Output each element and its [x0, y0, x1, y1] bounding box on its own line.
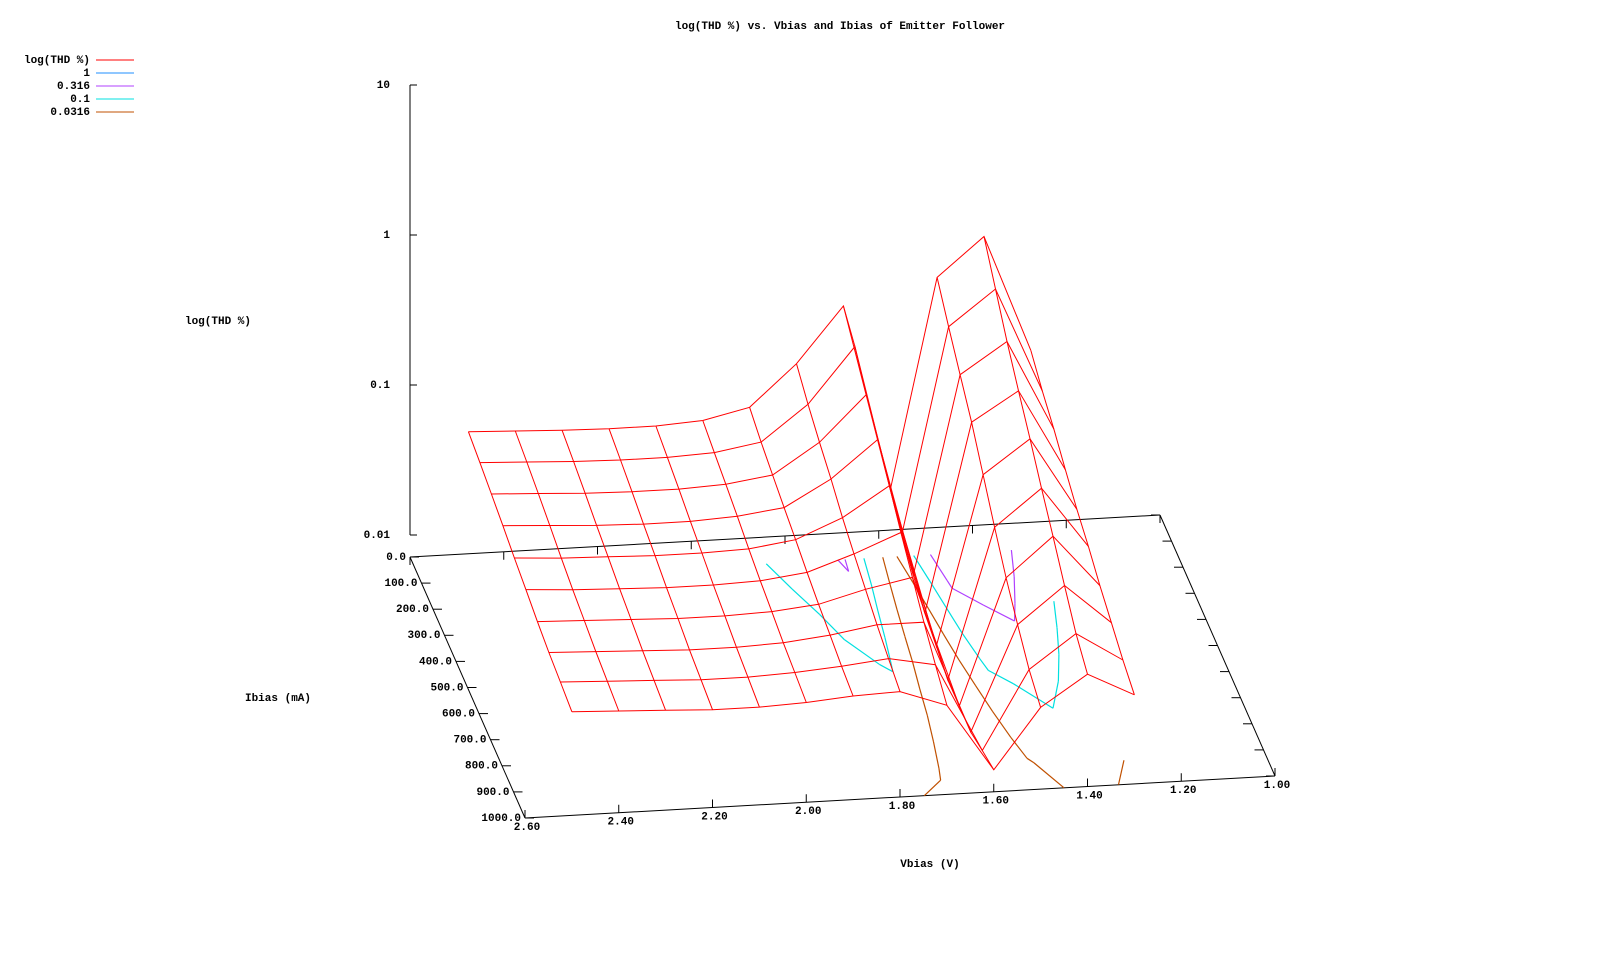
- legend-label: 1: [83, 68, 90, 80]
- y-tick-label: 800.0: [465, 761, 498, 773]
- y-tick-label: 1000.0: [481, 813, 521, 825]
- mesh-column: [983, 236, 1088, 675]
- x-tick-label: 1.40: [1076, 790, 1102, 802]
- mesh-row: [548, 584, 1112, 734]
- contour-line: [932, 741, 940, 769]
- y-tick-label: 200.0: [396, 604, 429, 616]
- contour-line: [919, 688, 928, 716]
- contour-line: [938, 767, 942, 781]
- contour-line: [946, 580, 953, 589]
- contour-line: [904, 636, 914, 663]
- contour-line: [975, 685, 994, 712]
- x-tick-label: 2.20: [701, 811, 727, 823]
- mesh-column: [702, 420, 807, 703]
- contour-line: [983, 604, 1015, 622]
- z-tick-label: 0.1: [370, 380, 390, 392]
- x-tick-label: 2.60: [514, 822, 540, 834]
- contour-line: [1026, 757, 1035, 764]
- contour-line: [1056, 627, 1060, 655]
- contour-line: [844, 639, 880, 665]
- contour-line: [884, 637, 892, 664]
- x-tick-label: 2.40: [608, 817, 634, 829]
- contour-line: [951, 587, 984, 606]
- contour-line: [837, 559, 850, 572]
- contour-line: [992, 711, 1012, 738]
- contour-line: [1010, 736, 1028, 759]
- contour-line: [923, 779, 942, 797]
- y-tick-label: 500.0: [430, 682, 463, 694]
- contour-line: [889, 583, 898, 611]
- x-tick-label: 1.60: [983, 796, 1009, 808]
- contour-line: [1013, 576, 1016, 604]
- mesh-row: [479, 288, 1043, 535]
- contour-line: [882, 557, 891, 584]
- contour-line: [942, 633, 960, 661]
- z-tick-label: 1: [383, 230, 390, 242]
- contour-line: [870, 584, 879, 612]
- legend-label: 0.0316: [50, 107, 90, 119]
- x-tick-label: 2.00: [795, 806, 821, 818]
- y-tick-label: 400.0: [419, 656, 452, 668]
- mesh-column: [889, 489, 995, 771]
- contour-line: [844, 559, 850, 572]
- contour-line: [958, 659, 977, 687]
- contour-line: [1053, 601, 1058, 628]
- contour-line: [1010, 550, 1015, 577]
- contour-line: [863, 558, 872, 585]
- contour-line: [929, 581, 947, 608]
- z-tick-label: 0.01: [364, 530, 391, 542]
- x-tick-label: 1.00: [1264, 780, 1290, 792]
- contour-line: [791, 588, 820, 615]
- contour-line: [912, 662, 921, 690]
- mesh-column: [796, 363, 901, 692]
- y-tick-label: 700.0: [453, 735, 486, 747]
- x-tick-label: 1.20: [1170, 785, 1196, 797]
- legend-label: 0.316: [57, 81, 90, 93]
- x-tick-label: 1.80: [889, 801, 915, 813]
- chart-title: log(THD %) vs. Vbias and Ibias of Emitte…: [675, 21, 1005, 33]
- y-axis-label: Ibias (mA): [245, 693, 311, 705]
- contour-line: [1057, 654, 1060, 682]
- y-tick-label: 0.0: [386, 552, 406, 564]
- contour-line: [1117, 760, 1125, 785]
- z-axis-label: log(THD %): [185, 316, 251, 328]
- contour-line: [879, 663, 894, 673]
- mesh-column: [608, 428, 713, 710]
- contour-line: [929, 554, 948, 581]
- mesh-column: [561, 430, 667, 711]
- z-tick-label: 10: [377, 80, 390, 92]
- mesh-column: [467, 431, 573, 712]
- y-tick-label: 100.0: [384, 578, 417, 590]
- legend-label: log(THD %): [24, 55, 90, 67]
- mesh-row: [491, 340, 1055, 576]
- x-axis-label: Vbias (V): [900, 859, 959, 871]
- mesh-row: [571, 673, 1135, 771]
- mesh-column: [936, 277, 1042, 708]
- contour-line: [979, 658, 989, 671]
- contour-line: [926, 715, 935, 742]
- mesh-column: [514, 430, 620, 712]
- contour-line: [1052, 681, 1059, 709]
- mesh-column: [1030, 350, 1135, 695]
- y-tick-label: 900.0: [476, 787, 509, 799]
- contour-line: [988, 669, 1014, 685]
- legend-label: 0.1: [70, 94, 90, 106]
- contour-line: [961, 632, 981, 660]
- mesh-row: [468, 235, 1032, 490]
- mesh-column: [749, 407, 854, 697]
- contour-line: [1033, 762, 1065, 789]
- mesh-column: [655, 425, 760, 708]
- contour-line: [1013, 683, 1054, 709]
- y-tick-label: 300.0: [407, 630, 440, 642]
- contour-line: [945, 606, 963, 634]
- contour-line: [765, 563, 793, 590]
- y-tick-label: 600.0: [442, 709, 475, 721]
